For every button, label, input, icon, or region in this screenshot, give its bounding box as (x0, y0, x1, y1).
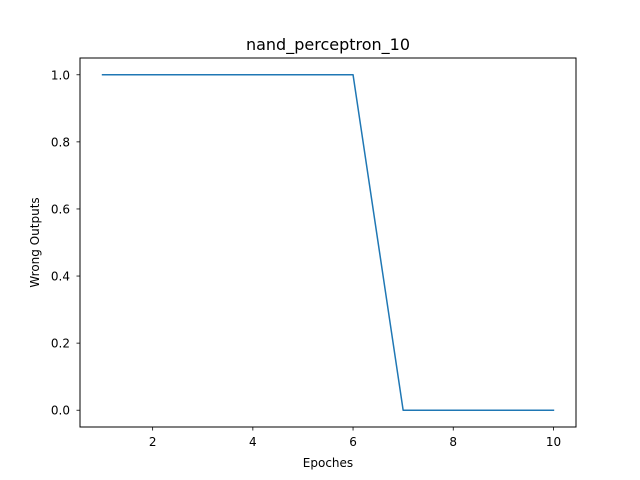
y-tick-label: 0.6 (51, 202, 70, 216)
x-axis-label: Epoches (303, 456, 353, 470)
plot-area-frame (79, 57, 577, 428)
y-tick-label: 0.8 (51, 135, 70, 149)
y-tick-label: 1.0 (51, 68, 70, 82)
y-tick-label: 0.2 (51, 337, 70, 351)
y-tick-label: 0.4 (51, 270, 70, 284)
series-layer (101, 74, 555, 411)
series-line-0 (101, 74, 555, 411)
y-axis-ticks: 0.0 0.2 0.4 0.6 0.8 1.0 (51, 68, 80, 418)
x-tick-label: 8 (449, 435, 457, 449)
x-tick-label: 10 (546, 435, 561, 449)
y-axis-label: Wrong Outputs (28, 197, 42, 287)
y-tick-label: 0.0 (51, 404, 70, 418)
chart-title: nand_perceptron_10 (246, 35, 410, 55)
x-axis-ticks: 2 4 6 8 10 (149, 427, 561, 449)
x-tick-label: 4 (249, 435, 257, 449)
x-tick-label: 2 (149, 435, 157, 449)
x-tick-label: 6 (349, 435, 357, 449)
